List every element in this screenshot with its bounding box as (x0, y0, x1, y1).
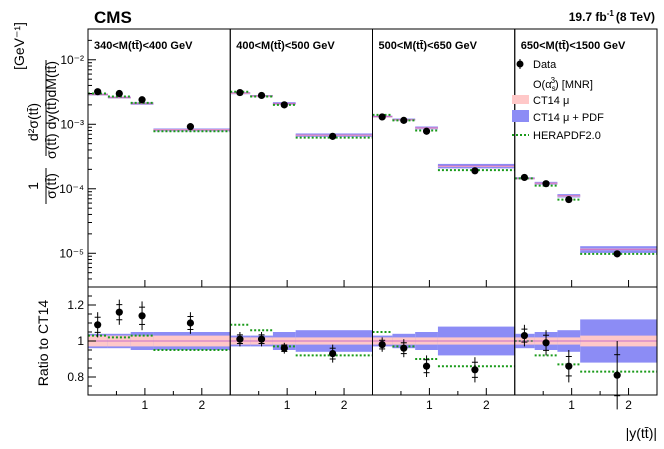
legend-hera-label: HERAPDF2.0 (533, 130, 601, 142)
x-tick-label: 2 (483, 398, 490, 412)
data-point (186, 123, 195, 131)
ratio-y-axis: 0.8 1 1.2 (67, 295, 96, 387)
legend-ct14pdf-label: CT14 μ + PDF (533, 112, 604, 124)
data-point (400, 116, 408, 124)
ratio-y-tick-label: 0.8 (67, 370, 84, 384)
ratio-data-point (471, 366, 479, 374)
legend-theory-label: O(αs3) [MNR] (533, 76, 593, 93)
legend-ct14pdf-swatch (512, 110, 529, 122)
data-point (542, 180, 550, 188)
ratio-y-tick-label: 1 (77, 334, 84, 348)
x-tick-label: 2 (198, 398, 205, 412)
data-point (257, 91, 266, 100)
y-tick-label: 10⁻⁴ (59, 182, 84, 196)
x-tick-label: 1 (284, 398, 291, 412)
legend-ct14-label: CT14 μ (533, 95, 569, 107)
ylabel-numerator: d²σ(tt̄) (25, 103, 41, 141)
xlabel: |y(tt̄)| (626, 425, 657, 441)
top-y-axis: 10⁻⁵ 10⁻⁴ 10⁻³ 10⁻² (59, 39, 96, 280)
lumi-value: 19.7 fb (569, 10, 607, 24)
ratio-data-point (115, 308, 123, 316)
x-tick-label: 2 (625, 398, 632, 412)
top-panel-frame (87, 28, 231, 288)
ratio-data-point (186, 319, 195, 327)
ylabel-unit: [GeV⁻¹] (11, 22, 27, 70)
panel-title: 400<M(tt̄)<500 GeV (236, 40, 335, 52)
data-point (236, 88, 244, 97)
y-tick-label: 10⁻² (60, 53, 84, 67)
ratio-data-point (378, 341, 386, 349)
top-panel-frame (372, 28, 516, 288)
panel-1: 340<M(tt̄)<400 GeV 1 2 (87, 28, 231, 412)
ratio-y-tick-label: 1.2 (67, 298, 84, 312)
ratio-data-point (565, 362, 573, 370)
ratio-data-point (542, 339, 550, 347)
legend-ct14-swatch (512, 95, 529, 104)
panel-4: 650<M(tt̄)<1500 GeV 1 2 (514, 28, 658, 412)
panel-3: 500<M(tt̄)<650 GeV 1 2 (372, 28, 516, 412)
ratio-data-point (613, 371, 621, 379)
data-point (115, 89, 123, 98)
data-point (280, 101, 288, 109)
legend-data-label: Data (533, 59, 557, 71)
ratio-data-point (520, 332, 529, 340)
data-point (520, 173, 529, 182)
data-point (329, 132, 337, 140)
x-tick-label: 1 (426, 398, 433, 412)
data-point (613, 250, 621, 258)
ratio-data-point (138, 312, 146, 320)
x-tick-label: 1 (142, 398, 149, 412)
y-tick-label: 10⁻⁵ (59, 246, 84, 260)
x-tick-label: 2 (341, 398, 348, 412)
panel-title: 500<M(tt̄)<650 GeV (379, 40, 478, 52)
ratio-data-point (280, 344, 288, 352)
chart-panels: 340<M(tt̄)<400 GeV 1 2 400<M(tt̄)<500 GeV 1 2… (59, 28, 658, 412)
ratio-data-point (329, 350, 337, 358)
legend: Data O(αs3) [MNR] CT14 μ CT14 μ + PDF HE… (512, 59, 604, 142)
top-ylabel: d²σ(tt̄) σ(tt̄) dy(tt̄)dM(tt̄) 1 σ(tt̄) … (11, 22, 59, 204)
ratio-data-point (236, 335, 244, 343)
data-point (94, 88, 102, 96)
ratio-ylabel: Ratio to CT14 (35, 300, 51, 387)
ylabel-sigma: σ(tt̄) (43, 173, 59, 199)
ylabel-denominator: σ(tt̄) dy(tt̄)dM(tt̄) (43, 61, 59, 159)
ylabel-one: 1 (25, 182, 41, 190)
panel-title: 340<M(tt̄)<400 GeV (94, 40, 193, 52)
x-tick-label: 1 (568, 398, 575, 412)
ratio-panel-frame (514, 286, 658, 396)
ratio-data-point (257, 335, 266, 343)
lumi-label: 19.7 fb-1 (8 TeV) (569, 9, 655, 24)
energy-label: (8 TeV) (616, 10, 655, 24)
data-point (565, 195, 573, 204)
y-tick-label: 10⁻³ (60, 117, 84, 131)
ratio-data-point (94, 321, 102, 329)
experiment-label: CMS (94, 8, 132, 27)
lumi-exponent: -1 (607, 9, 615, 18)
data-point (378, 113, 386, 121)
data-point (138, 96, 146, 104)
ratio-data-point (400, 344, 408, 352)
panel-2: 400<M(tt̄)<500 GeV 1 2 (229, 28, 373, 412)
panel-title: 650<M(tt̄)<1500 GeV (521, 40, 626, 52)
top-panel-frame (229, 28, 373, 288)
ratio-data-point (422, 362, 431, 370)
data-point (471, 167, 479, 175)
data-point (422, 127, 431, 135)
legend-data-marker (516, 60, 524, 68)
